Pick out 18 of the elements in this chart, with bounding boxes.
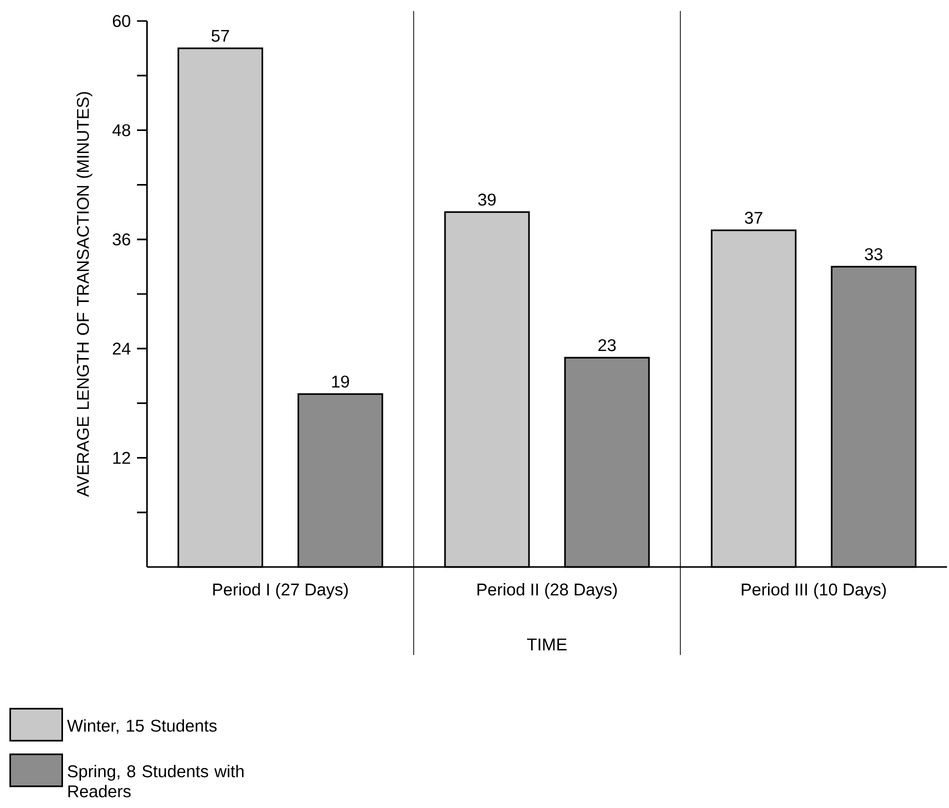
data-label: 39 <box>478 194 496 206</box>
data-label: 37 <box>744 212 762 224</box>
x-tick-label: Period I (27 Days) <box>213 583 348 599</box>
y-axis-title: AVERAGE LENGTH OF TRANSACTION (MINUTES) <box>76 92 92 497</box>
y-tick-label: 24 <box>112 342 130 355</box>
y-tick-label: 48 <box>112 124 130 136</box>
legend-label: Winter, 15 Students <box>67 719 217 734</box>
x-tick-label: Period III (10 Days) <box>742 583 886 599</box>
y-tick-label: 60 <box>112 15 130 28</box>
data-label: 19 <box>332 376 349 388</box>
x-axis-title: TIME <box>527 638 567 650</box>
y-tick-label: 36 <box>112 233 130 246</box>
legend-label: Spring, 8 Students with Readers <box>68 764 244 798</box>
data-label: 23 <box>598 339 616 352</box>
y-tick-label: 12 <box>113 452 130 464</box>
x-tick-label: Period II (28 Days) <box>478 583 617 599</box>
data-label: 33 <box>864 248 882 260</box>
data-label: 57 <box>212 30 229 42</box>
